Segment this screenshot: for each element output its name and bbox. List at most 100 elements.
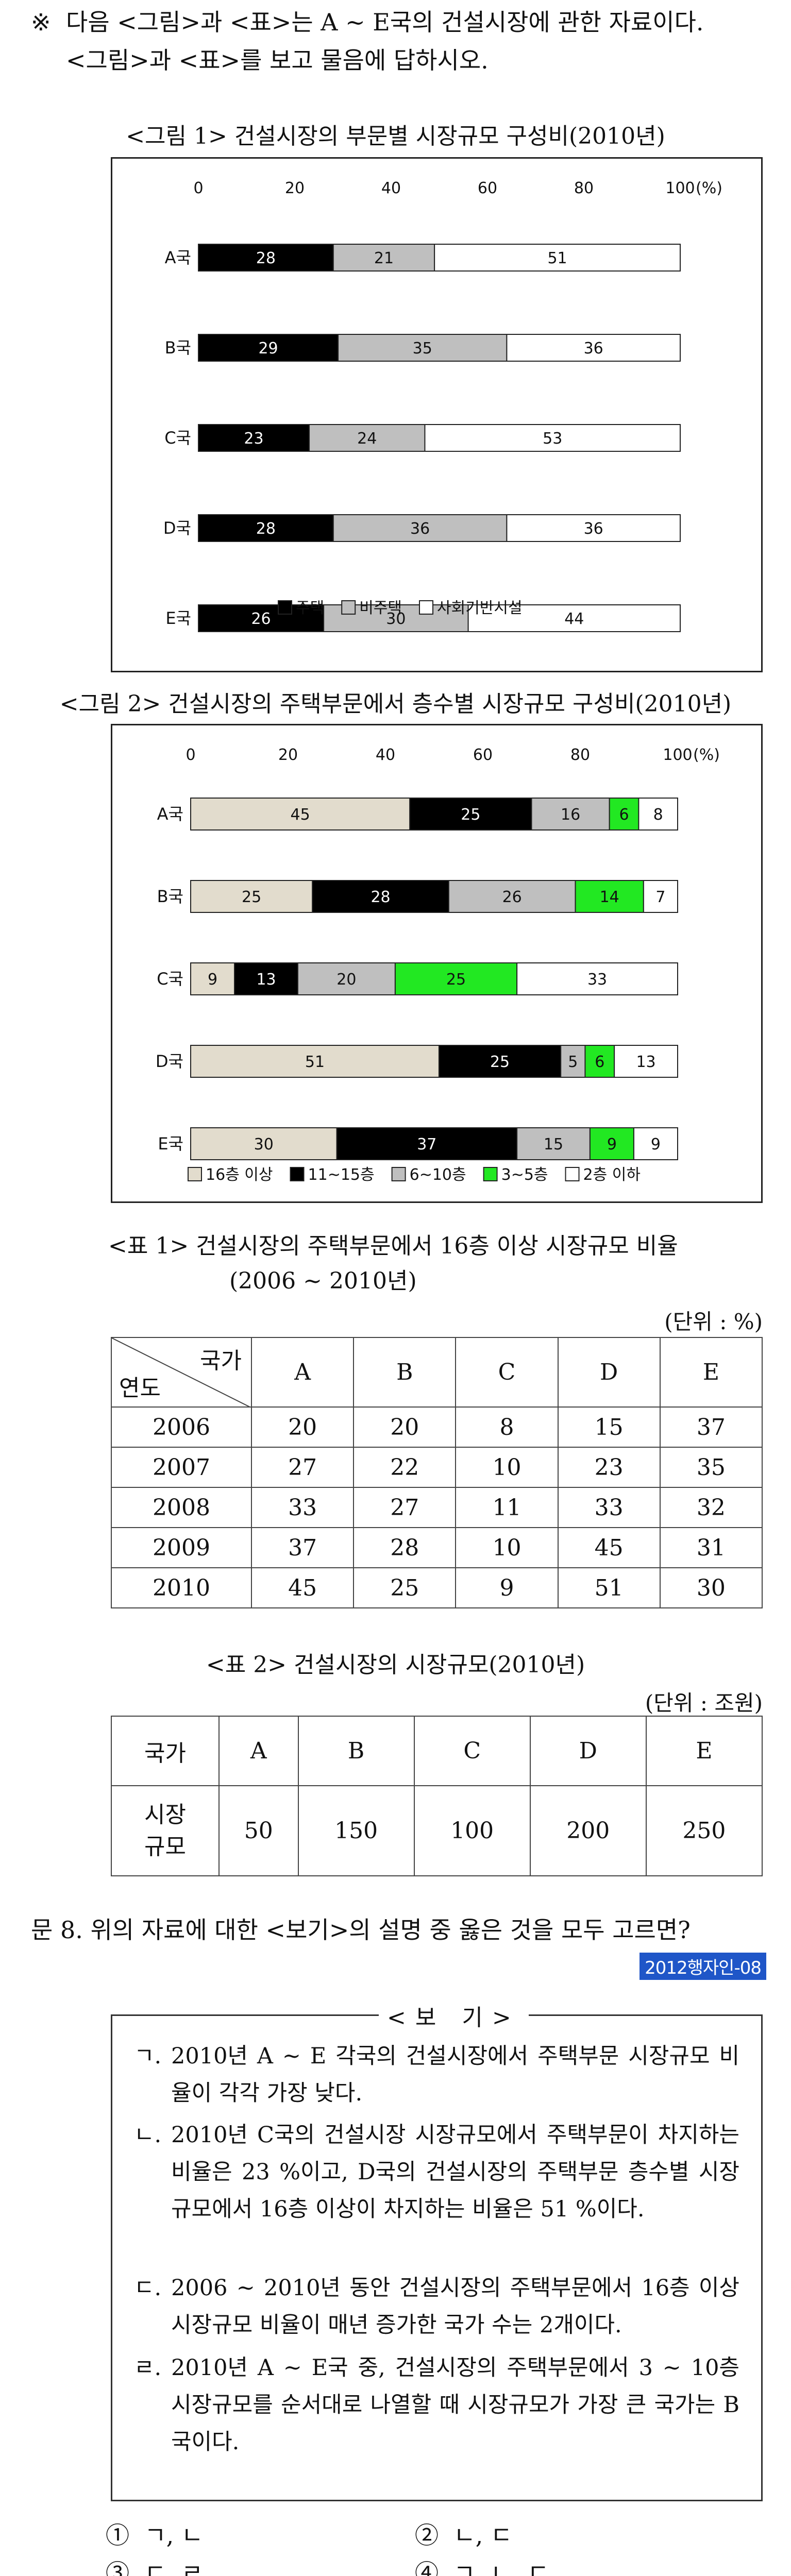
table1-corner: 국가 연도 [111, 1337, 252, 1408]
legend-label: 6~10층 [410, 1166, 466, 1184]
x-tick-label: 40 [381, 179, 401, 197]
bar-segment [198, 604, 325, 632]
legend-label: 비주택 [359, 599, 402, 617]
bogi-title: <보 기> [379, 1999, 529, 2032]
table1-row: 2009 37 28 10 45 31 [111, 1527, 763, 1568]
bar-segment [394, 962, 518, 995]
bar-segment [190, 880, 313, 913]
table1-title-line2: (2006 ~ 2010년) [229, 1268, 417, 1294]
x-tick-label: 20 [278, 746, 298, 764]
category-label: E국 [158, 1134, 183, 1154]
figure1-title: <그림 1> 건설시장의 부문별 시장규모 구성비(2010년) [126, 123, 665, 149]
choice-1[interactable]: ① ㄱ, ㄴ [106, 2517, 203, 2551]
bogi-item-mark: ㄹ. [134, 2355, 162, 2381]
legend-label: 주택 [296, 599, 324, 617]
bar-value-label: 53 [543, 430, 562, 448]
table1-year: 2010 [111, 1567, 252, 1608]
question-badge: 2012행자인-08 [639, 1953, 766, 1980]
bar-value-label: 26 [251, 610, 271, 628]
table1-cell: 51 [557, 1567, 661, 1608]
x-unit-label: (%) [693, 746, 720, 764]
category-label: B국 [165, 338, 191, 358]
bar-value-label: 25 [461, 806, 480, 824]
bar-segment [516, 962, 679, 995]
category-label: C국 [164, 428, 191, 448]
bar-value-label: 14 [600, 888, 619, 906]
bar-segment [190, 962, 235, 995]
bar-value-label: 44 [564, 610, 584, 628]
bogi-item-mark: ㄱ. [134, 2043, 162, 2069]
bar-value-label: 25 [490, 1053, 510, 1071]
table1-cell: 10 [455, 1527, 559, 1568]
table1-cell: 37 [659, 1406, 763, 1448]
bar-value-label: 33 [587, 971, 607, 989]
table1-col-header: E [659, 1337, 763, 1408]
table2-row-label: 시장 규모 [111, 1785, 220, 1876]
choice-4[interactable]: ④ ㄱ, ㄴ, ㄷ [415, 2554, 549, 2576]
table2-cell: 200 [529, 1785, 647, 1876]
choice-num: ③ [106, 2559, 129, 2576]
table2-col-header: D [529, 1716, 647, 1786]
bar-value-label: 28 [256, 249, 276, 267]
table2-header-label: 국가 [111, 1716, 220, 1786]
choice-num: ④ [415, 2559, 439, 2576]
x-tick-label: 60 [473, 746, 493, 764]
x-tick-label: 80 [574, 179, 594, 197]
bar-value-label: 7 [655, 888, 665, 906]
bar-value-label: 9 [208, 971, 217, 989]
bar-segment [424, 424, 681, 452]
table1-cell: 23 [557, 1447, 661, 1488]
table1-cell: 27 [250, 1447, 355, 1488]
table1-cell: 32 [659, 1487, 763, 1528]
table1-cell: 45 [557, 1527, 661, 1568]
table1-cell: 10 [455, 1447, 559, 1488]
bar-segment [312, 880, 449, 913]
bar-segment [338, 334, 508, 362]
choice-num: ① [106, 2521, 129, 2549]
bogi-item-text: 2010년 C국의 건설시장 시장규모에서 주택부문이 차지하는 비율은 23 … [171, 2122, 739, 2222]
figure1-frame [111, 157, 763, 672]
figure2-frame [111, 724, 763, 1203]
bogi-item-text: 2010년 A ~ E 각국의 건설시장에서 주택부문 시장규모 비율이 각각 … [171, 2043, 739, 2106]
bar-value-label: 9 [651, 1136, 661, 1154]
bar-segment [190, 798, 411, 831]
bar-segment [638, 798, 679, 831]
choice-3[interactable]: ③ ㄷ, ㄹ [106, 2554, 203, 2576]
legend-swatch [483, 1167, 498, 1181]
bogi-item: ㄹ. 2010년 A ~ E국 중, 건설시장의 주택부문에서 3 ~ 10층 … [134, 2349, 739, 2461]
legend-swatch [419, 600, 434, 615]
bar-segment [297, 962, 396, 995]
bar-segment [614, 1045, 679, 1078]
bar-value-label: 51 [305, 1053, 325, 1071]
bogi-item-text: 2006 ~ 2010년 동안 건설시장의 주택부문에서 16층 이상 시장규모… [171, 2275, 739, 2338]
category-label: A국 [157, 804, 183, 824]
bar-value-label: 5 [568, 1053, 578, 1071]
category-label: B국 [157, 887, 183, 906]
table1-col-header: B [353, 1337, 457, 1408]
bogi-item-mark: ㄷ. [134, 2275, 162, 2301]
table2-cell: 250 [645, 1785, 763, 1876]
bar-value-label: 13 [256, 971, 276, 989]
table1-cell: 33 [557, 1487, 661, 1528]
choice-2[interactable]: ② ㄴ, ㄷ [415, 2517, 512, 2551]
table2-col-header: B [297, 1716, 415, 1786]
figure2-title: <그림 2> 건설시장의 주택부문에서 층수별 시장규모 구성비(2010년) [59, 691, 732, 717]
bar-value-label: 36 [410, 520, 430, 538]
bogi-item: ㄷ. 2006 ~ 2010년 동안 건설시장의 주택부문에서 16층 이상 시… [134, 2269, 739, 2344]
table2: 국가 A B C D E 시장 규모 50 150 100 200 250 [111, 1716, 763, 1876]
bar-value-label: 8 [653, 806, 663, 824]
table1-title-line1: <표 1> 건설시장의 주택부문에서 16층 이상 시장규모 비율 [108, 1233, 678, 1259]
choice-text: ㄱ, ㄴ [144, 2521, 204, 2549]
table1-year: 2009 [111, 1527, 252, 1568]
table1-corner-bottom: 연도 [119, 1375, 161, 1401]
category-label: A국 [165, 248, 191, 267]
bar-value-label: 21 [374, 249, 394, 267]
category-label: C국 [157, 969, 183, 989]
bar-value-label: 36 [584, 340, 603, 358]
figure2-chart: 0 20 40 60 80 100 (%) A국 45 25 16 6 8 B국 25 28 26 14 7 C국 9 1… [156, 746, 720, 1184]
table1-cell: 35 [659, 1447, 763, 1488]
x-tick-label: 40 [376, 746, 395, 764]
table1-year: 2006 [111, 1406, 252, 1448]
bar-segment [409, 798, 532, 831]
legend-label: 사회기반시설 [437, 599, 523, 617]
